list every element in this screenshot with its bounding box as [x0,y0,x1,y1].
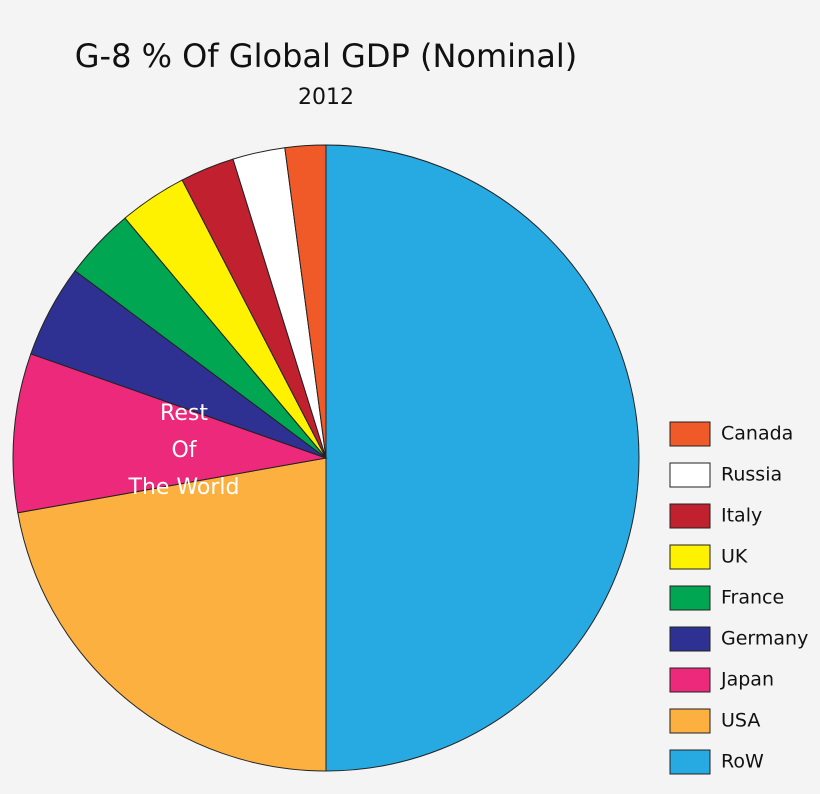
legend-swatch [669,626,711,652]
legend-label: Japan [720,669,774,691]
pie-slice [17,457,327,772]
chart-subtitle: 2012 [298,85,354,110]
legend-label: Canada [721,423,793,445]
legend-label: Russia [721,464,782,486]
legend-swatch [669,585,711,611]
legend-swatch [669,421,711,447]
legend-swatch [669,544,711,570]
legend-swatch [669,667,711,693]
legend-label: France [721,587,784,609]
pie-slice [12,353,328,514]
legend-label: UK [721,546,748,568]
legend-label: USA [721,710,760,732]
legend-swatch [669,503,711,529]
slice-label: The World [128,475,240,500]
pie-slice [325,144,640,772]
legend-label: RoW [721,751,764,773]
legend-label: Germany [721,628,808,650]
slice-label: Rest [160,401,208,426]
pie-slice [284,144,327,459]
slice-label: Of [171,438,197,463]
legend-swatch [669,708,711,734]
chart-title: G-8 % Of Global GDP (Nominal) [75,37,578,75]
legend-swatch [669,462,711,488]
legend-swatch [669,749,711,775]
legend-label: Italy [721,505,762,527]
